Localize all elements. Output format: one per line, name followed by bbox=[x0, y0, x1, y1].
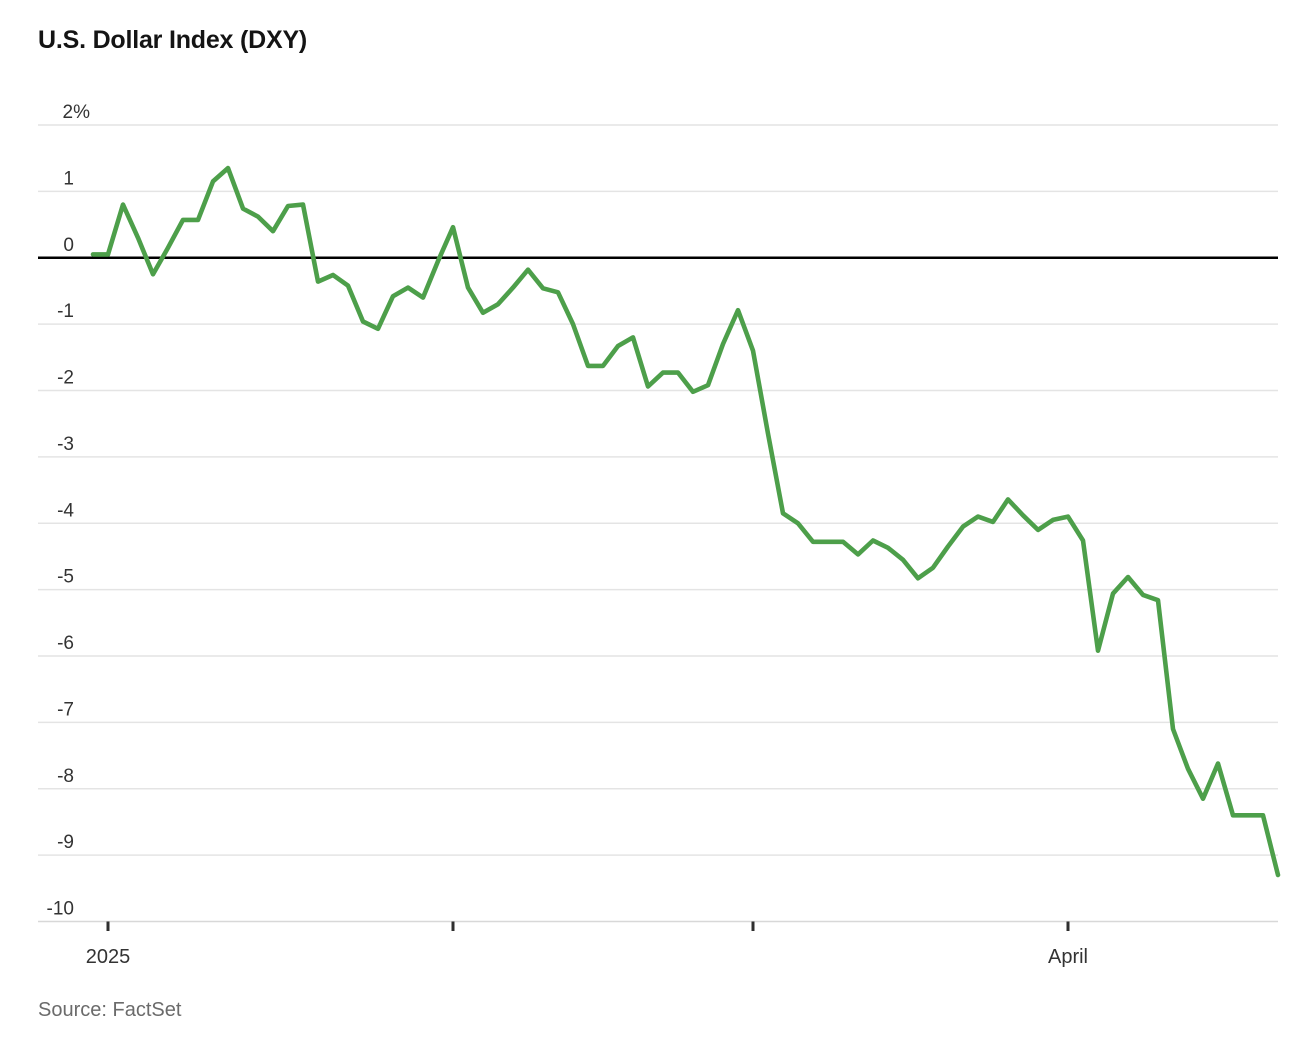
y-tick-label: -6 bbox=[57, 633, 74, 654]
y-tick-label: -5 bbox=[57, 567, 74, 588]
y-tick-label: -2 bbox=[57, 368, 74, 389]
y-tick-label: -8 bbox=[57, 766, 74, 787]
y-tick-label: -3 bbox=[57, 434, 74, 455]
chart-title: U.S. Dollar Index (DXY) bbox=[38, 26, 308, 54]
source-note: Source: FactSet bbox=[38, 999, 182, 1021]
y-tick-label: 0 bbox=[63, 235, 74, 256]
x-tick-label: April bbox=[1048, 946, 1088, 968]
y-tick-label: -9 bbox=[57, 832, 74, 853]
y-tick-label: -7 bbox=[57, 699, 74, 720]
y-tick-label: -10 bbox=[47, 899, 74, 920]
y-tick-label: -4 bbox=[57, 500, 74, 521]
y-tick-label: 2% bbox=[63, 102, 91, 123]
dxy-series-line bbox=[90, 165, 1281, 878]
y-tick-label: 1 bbox=[63, 168, 74, 189]
x-tick-label: 2025 bbox=[86, 946, 131, 968]
y-tick-label: -1 bbox=[57, 301, 74, 322]
